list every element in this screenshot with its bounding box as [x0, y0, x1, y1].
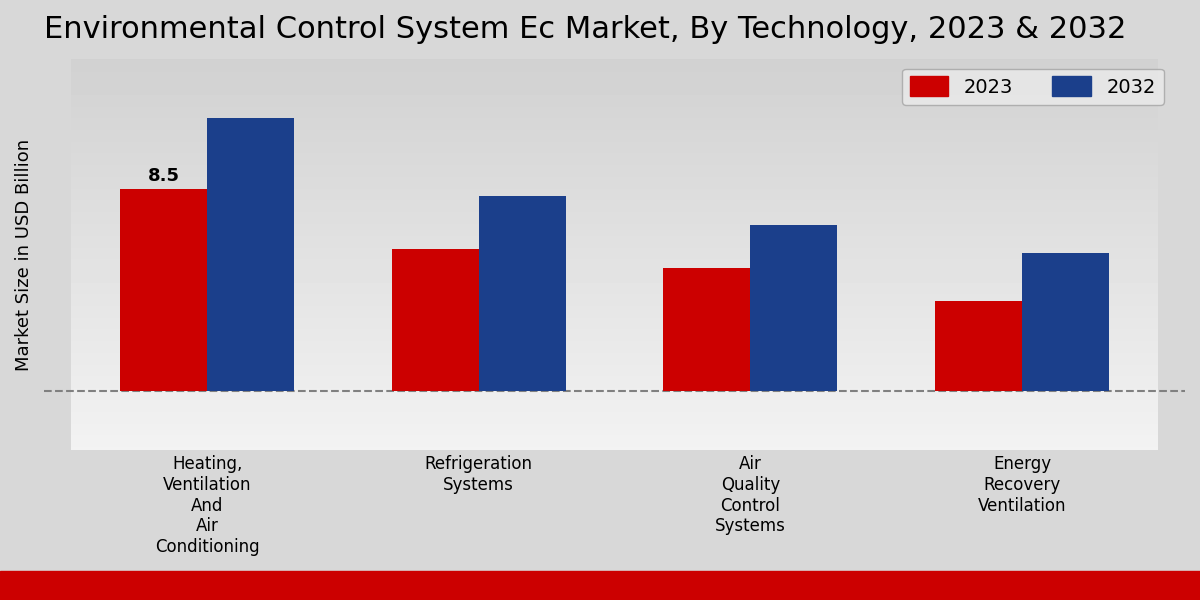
Bar	[208, 118, 294, 391]
Bar	[664, 268, 750, 391]
Bar	[750, 225, 838, 391]
Bar	[392, 248, 479, 391]
Bar	[935, 301, 1022, 391]
Text: Environmental Control System Ec Market, By Technology, 2023 & 2032: Environmental Control System Ec Market, …	[44, 15, 1127, 44]
Y-axis label: Market Size in USD Billion: Market Size in USD Billion	[14, 139, 34, 371]
Text: 8.5: 8.5	[148, 167, 180, 185]
Bar	[120, 189, 208, 391]
Bar	[1022, 253, 1109, 391]
Bar	[479, 196, 565, 391]
Legend: 2023, 2032: 2023, 2032	[901, 68, 1164, 104]
